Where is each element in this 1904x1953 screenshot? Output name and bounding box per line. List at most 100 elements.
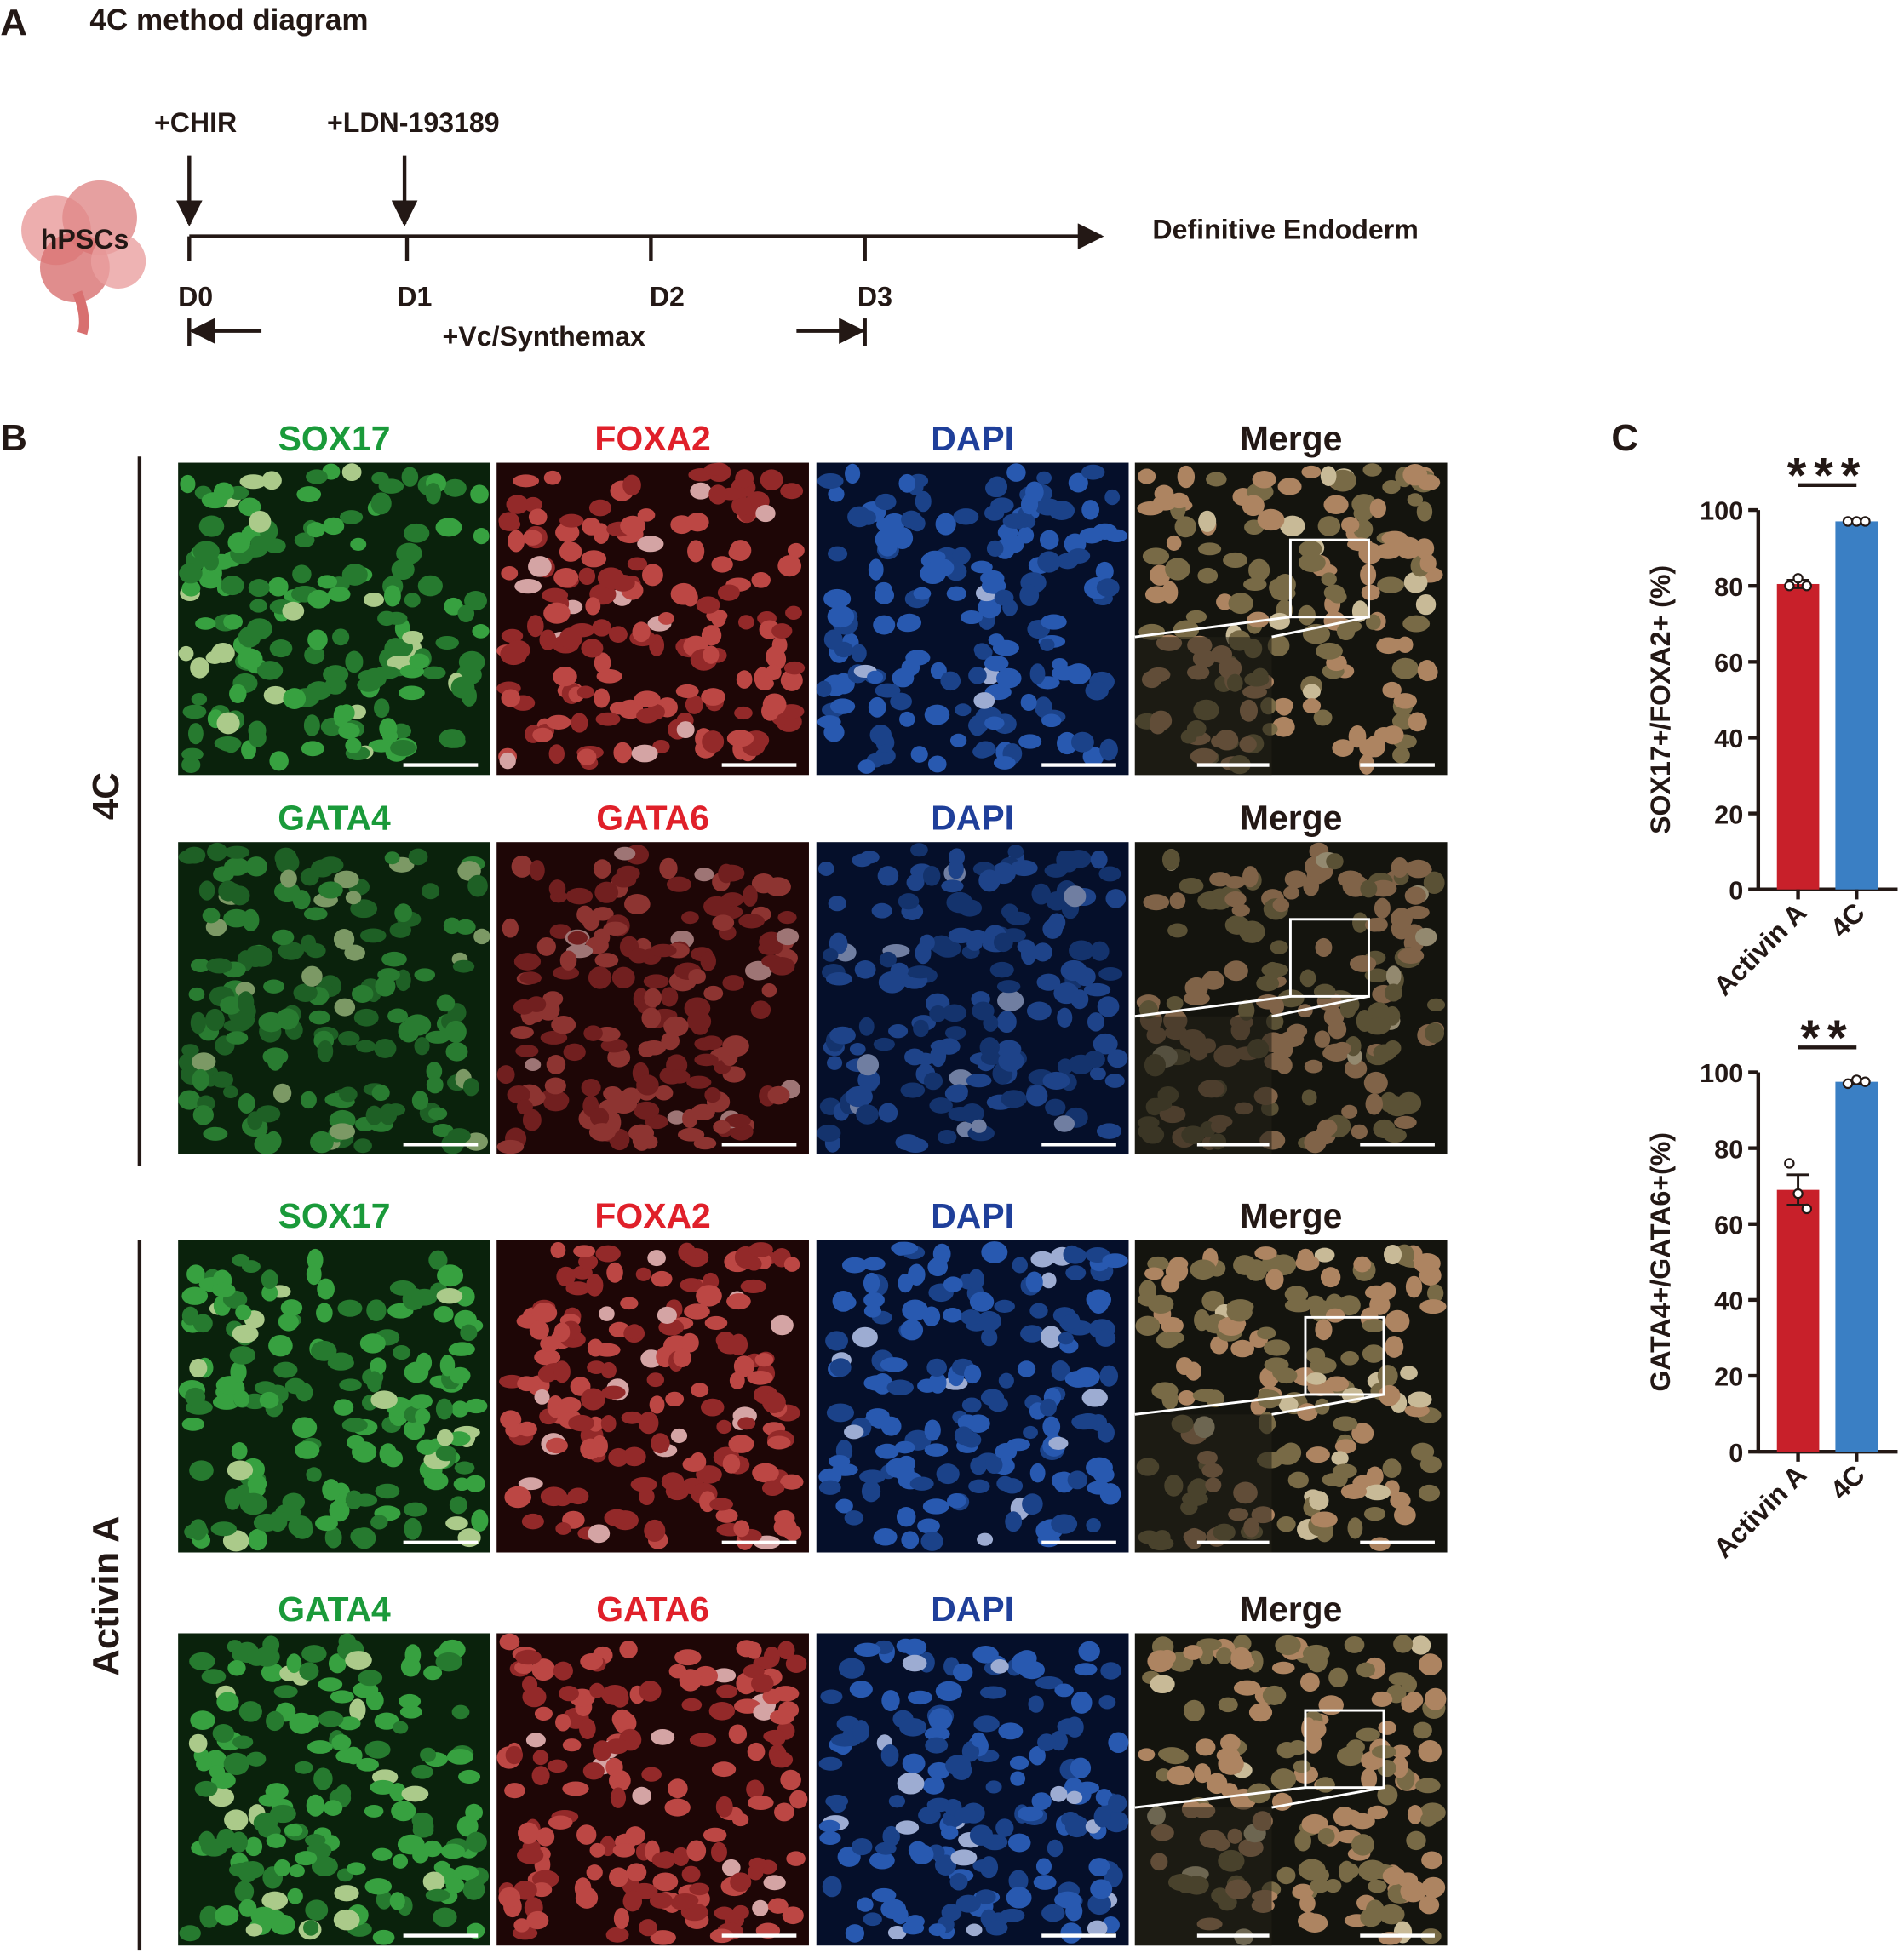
nucleus xyxy=(529,860,545,881)
nucleus xyxy=(401,467,419,487)
nucleus xyxy=(379,1443,398,1465)
nucleus xyxy=(972,1645,999,1664)
nucleus xyxy=(1216,1647,1233,1664)
nucleus xyxy=(635,1267,651,1281)
nucleus xyxy=(307,589,330,609)
nucleus xyxy=(711,1761,737,1778)
nucleus xyxy=(294,1761,313,1774)
nucleus xyxy=(555,522,580,542)
nucleus xyxy=(1353,1256,1372,1273)
nucleus xyxy=(1018,1660,1046,1680)
nucleus xyxy=(1007,845,1024,859)
nucleus xyxy=(1394,1115,1417,1129)
nucleus xyxy=(786,1851,806,1866)
nucleus xyxy=(820,1689,843,1704)
nucleus xyxy=(1066,1790,1083,1805)
nucleus xyxy=(771,1750,789,1767)
nucleus xyxy=(845,1085,873,1108)
nucleus xyxy=(1020,693,1037,712)
nucleus xyxy=(616,865,640,881)
nucleus xyxy=(522,530,542,546)
nucleus xyxy=(1272,716,1295,737)
nucleus xyxy=(506,495,529,514)
nucleus xyxy=(926,1358,948,1377)
nucleus xyxy=(553,1360,571,1383)
nucleus xyxy=(1420,1812,1437,1827)
nucleus xyxy=(526,1910,549,1930)
nucleus xyxy=(995,1818,1014,1837)
nucleus xyxy=(990,497,1014,513)
nucleus xyxy=(1369,498,1386,518)
nucleus xyxy=(1060,959,1087,982)
nucleus xyxy=(272,1083,292,1103)
nucleus xyxy=(1270,940,1288,954)
nucleus xyxy=(327,1354,354,1371)
nucleus xyxy=(899,711,915,727)
nucleus xyxy=(339,1378,362,1392)
nucleus xyxy=(729,1372,745,1389)
nucleus xyxy=(1070,989,1089,1010)
channel-label: DAPI xyxy=(931,1589,1014,1629)
nucleus xyxy=(728,1724,748,1744)
nucleus xyxy=(498,517,521,531)
nucleus xyxy=(1344,1635,1365,1653)
nucleus xyxy=(238,1093,255,1114)
nucleus xyxy=(322,1479,341,1501)
nucleus xyxy=(949,1873,968,1891)
nucleus xyxy=(1424,1687,1447,1710)
nucleus xyxy=(1025,1085,1048,1107)
nucleus xyxy=(425,483,441,505)
nucleus xyxy=(189,1358,208,1378)
nucleus xyxy=(1166,995,1184,1011)
nucleus xyxy=(646,1372,665,1388)
nucleus xyxy=(324,1526,342,1549)
nucleus xyxy=(1351,1834,1374,1856)
nucleus xyxy=(761,983,777,998)
nucleus xyxy=(746,1641,762,1659)
nucleus xyxy=(227,532,251,553)
significance: *** xyxy=(1787,449,1868,504)
nucleus xyxy=(627,1324,643,1340)
nucleus xyxy=(510,1026,534,1040)
nucleus xyxy=(330,1690,354,1704)
nucleus xyxy=(922,865,941,886)
nucleus xyxy=(1197,891,1224,910)
nucleus xyxy=(305,1899,329,1921)
nucleus xyxy=(205,1008,225,1032)
nucleus xyxy=(1361,1767,1378,1790)
nucleus xyxy=(289,1864,305,1878)
nucleus xyxy=(994,589,1014,606)
nucleus xyxy=(501,689,520,707)
nucleus xyxy=(261,1284,278,1302)
nucleus xyxy=(710,1841,727,1863)
nucleus xyxy=(279,869,297,888)
nucleus xyxy=(901,1531,920,1549)
nucleus xyxy=(229,1346,256,1365)
nucleus xyxy=(703,645,720,664)
nucleus xyxy=(929,1005,947,1022)
nucleus xyxy=(239,474,267,490)
nucleus xyxy=(1325,1376,1350,1392)
nucleus xyxy=(600,1038,628,1053)
nucleus xyxy=(318,881,343,899)
nucleus xyxy=(1396,636,1414,653)
nucleus xyxy=(1283,885,1300,900)
nucleus xyxy=(1360,879,1378,898)
nucleus xyxy=(606,1262,623,1283)
nucleus xyxy=(306,469,328,484)
nucleus xyxy=(1020,494,1039,515)
nucleus xyxy=(818,1480,841,1495)
nucleus xyxy=(1097,996,1120,1017)
nucleus xyxy=(647,1250,666,1267)
nucleus xyxy=(944,1026,966,1040)
nucleus xyxy=(1277,989,1305,1008)
nucleus xyxy=(1054,1683,1074,1698)
nucleus xyxy=(329,1123,356,1140)
nucleus xyxy=(517,1376,536,1392)
nucleus xyxy=(525,1058,542,1072)
nucleus xyxy=(880,1416,902,1436)
nucleus xyxy=(1026,1001,1052,1021)
nucleus xyxy=(881,1690,900,1711)
nucleus xyxy=(1359,1859,1385,1877)
nucleus xyxy=(631,744,658,763)
